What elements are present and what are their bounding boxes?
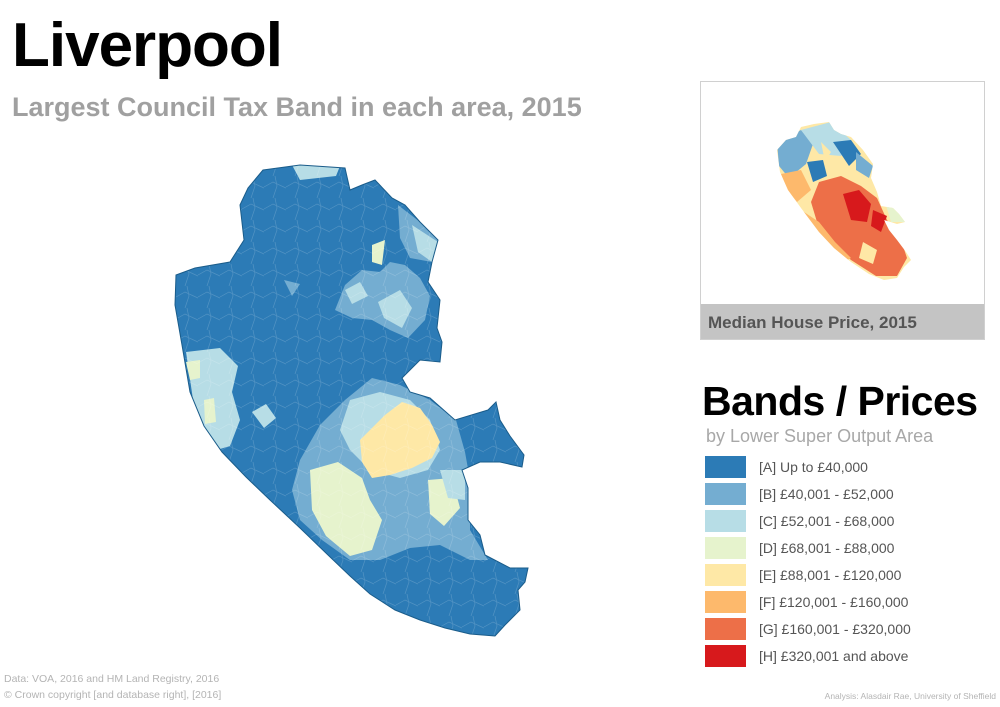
legend-item-band-a: [A] Up to £40,000 [705,453,911,480]
inset-caption: Median House Price, 2015 [701,304,984,339]
legend-title: Bands / Prices [702,378,978,424]
legend-label: [H] £320,001 and above [759,647,909,664]
city-boundary [174,164,529,637]
inset-map-panel: Median House Price, 2015 [700,81,985,340]
legend-swatch [705,509,746,532]
legend-label: [D] £68,001 - £88,000 [759,539,895,556]
legend-item-band-g: [G] £160,001 - £320,000 [705,615,911,642]
legend-swatch [705,617,746,640]
legend-label: [F] £120,001 - £160,000 [759,593,909,610]
legend-item-band-h: [H] £320,001 and above [705,642,911,669]
map-subtitle: Largest Council Tax Band in each area, 2… [12,92,582,122]
legend-swatch [705,644,746,667]
legend-subtitle: by Lower Super Output Area [706,426,934,446]
legend-swatch [705,482,746,505]
legend-label: [C] £52,001 - £68,000 [759,512,895,529]
legend-item-band-c: [C] £52,001 - £68,000 [705,507,911,534]
legend-label: [B] £40,001 - £52,000 [759,485,894,502]
analysis-credit: Analysis: Alasdair Rae, University of Sh… [824,691,996,701]
legend-label: [A] Up to £40,000 [759,458,868,475]
legend-swatch [705,590,746,613]
legend-swatch [705,563,746,586]
legend-item-band-f: [F] £120,001 - £160,000 [705,588,911,615]
inset-house-price-map [777,122,911,280]
copyright-line: © Crown copyright [and database right], … [4,689,222,701]
legend: [A] Up to £40,000 [B] £40,001 - £52,000 … [705,453,911,669]
legend-swatch [705,455,746,478]
data-source-line: Data: VOA, 2016 and HM Land Registry, 20… [4,673,220,685]
legend-item-band-b: [B] £40,001 - £52,000 [705,480,911,507]
data-source-note: Data: VOA, 2016 and HM Land Registry, 20… [4,671,221,703]
legend-item-band-d: [D] £68,001 - £88,000 [705,534,911,561]
map-title: Liverpool [12,11,283,80]
legend-label: [G] £160,001 - £320,000 [759,620,911,637]
legend-item-band-e: [E] £88,001 - £120,000 [705,561,911,588]
legend-label: [E] £88,001 - £120,000 [759,566,902,583]
legend-swatch [705,536,746,559]
